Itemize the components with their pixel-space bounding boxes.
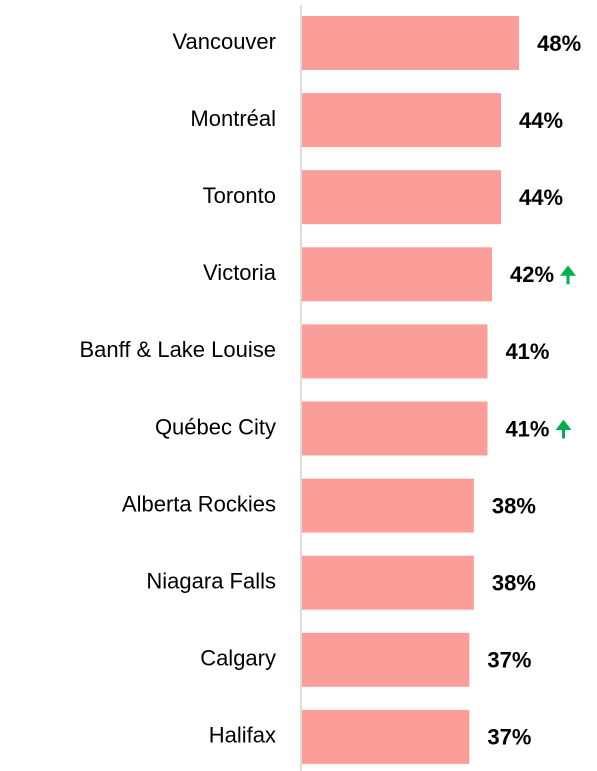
category-label: Niagara Falls [146,569,276,594]
bar [302,16,520,70]
value-label: 44% [519,108,563,133]
trend-arrow [559,265,577,285]
category-label: Alberta Rockies [122,491,276,516]
category-label: Victoria [203,260,277,285]
bar [302,478,474,533]
bar [302,170,502,225]
value-label: 48% [537,31,581,56]
bar [302,555,474,610]
value-label: 44% [519,185,563,210]
bar [302,709,470,764]
bar [302,632,470,687]
category-label: Halifax [209,723,276,748]
trend-arrow [555,419,572,439]
category-label: Québec City [155,414,276,439]
bar [302,247,492,302]
value-label: 37% [487,648,531,673]
bar [302,93,502,148]
category-label: Toronto [203,183,276,208]
category-label: Calgary [200,646,276,671]
value-label: 41% [505,339,549,364]
value-label: 42% [510,262,554,287]
category-label: Montréal [190,106,276,131]
value-label: 38% [492,493,536,518]
value-label: 38% [492,571,536,596]
bar [302,324,488,379]
value-label: 37% [487,725,531,750]
value-label: 41% [505,416,549,441]
category-label: Banff & Lake Louise [79,337,276,362]
category-label: Vancouver [172,29,276,54]
bar [302,401,488,456]
